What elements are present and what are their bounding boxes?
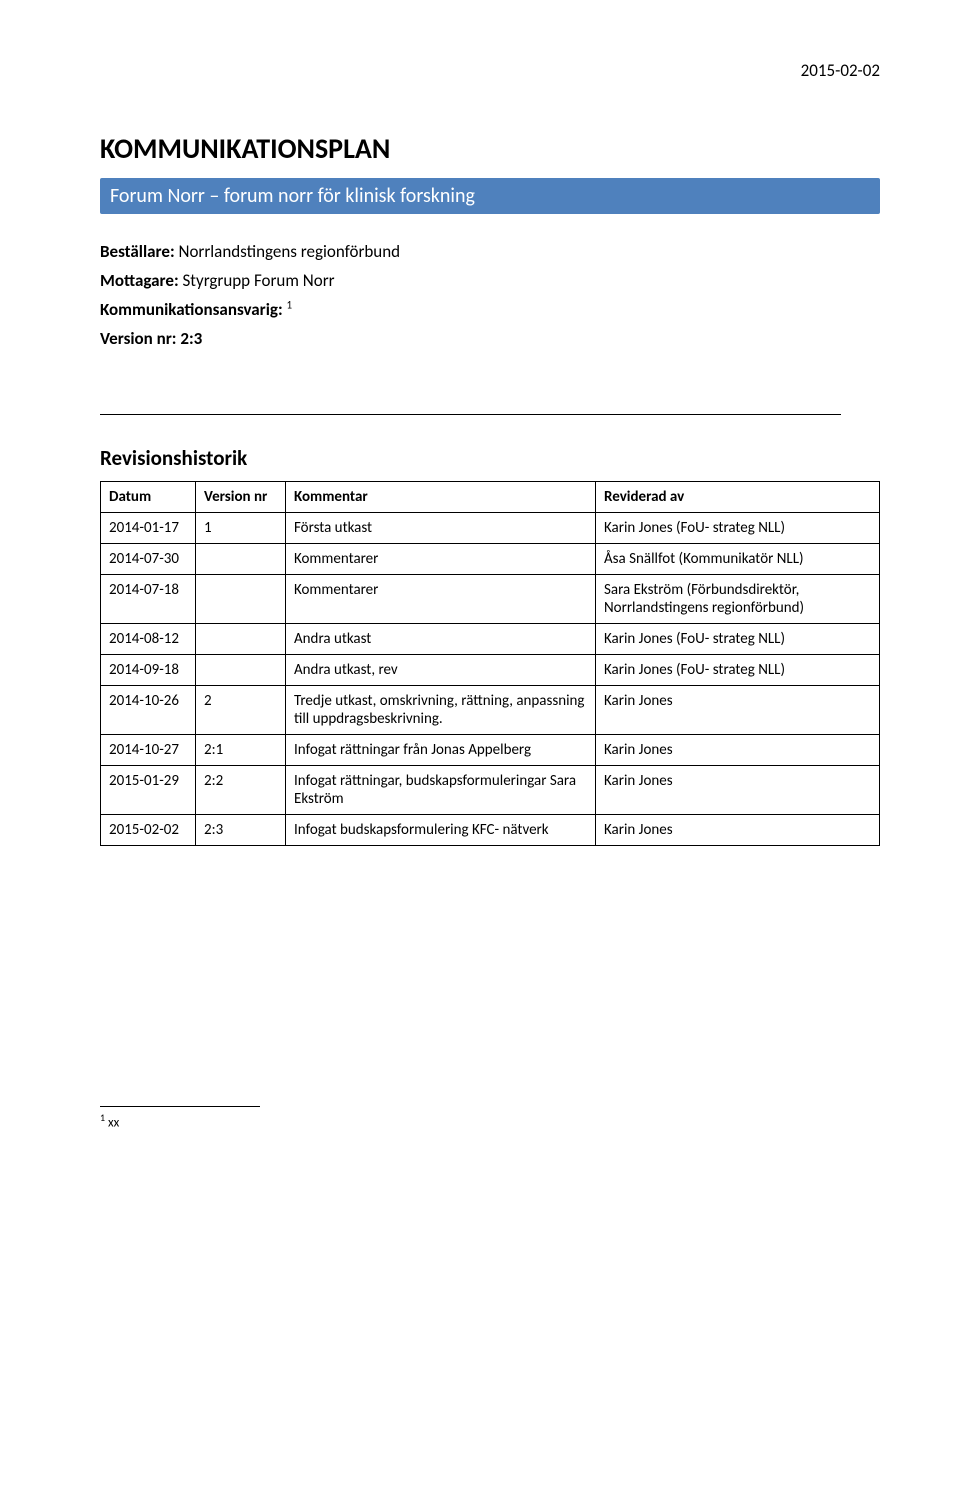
table-cell: Infogat budskapsformulering KFC- nätverk: [286, 814, 596, 845]
table-cell: Karin Jones: [596, 685, 880, 734]
table-cell: [196, 574, 286, 623]
table-row: 2014-07-18 KommentarerSara Ekström (Förbu…: [101, 574, 880, 623]
table-cell: Tredje utkast, omskrivning, rättning, an…: [286, 685, 596, 734]
table-cell: Infogat rättningar från Jonas Appelberg: [286, 734, 596, 765]
meta-mottagare: Mottagare: Styrgrupp Forum Norr: [100, 267, 880, 296]
section-title: Revisionshistorik: [100, 445, 880, 471]
table-cell: 2014-08-12: [101, 623, 196, 654]
table-body: 2014-01-171Första utkastKarin Jones (FoU…: [101, 512, 880, 845]
komm-label: Kommunikationsansvarig:: [100, 299, 287, 320]
table-cell: 1: [196, 512, 286, 543]
mottagare-label: Mottagare:: [100, 270, 179, 291]
table-cell: 2: [196, 685, 286, 734]
th-datum: Datum: [101, 481, 196, 512]
table-cell: Första utkast: [286, 512, 596, 543]
th-version: Version nr: [196, 481, 286, 512]
meta-block: Beställare: Norrlandstingens regionförbu…: [100, 238, 880, 354]
table-cell: Andra utkast: [286, 623, 596, 654]
table-cell: 2014-07-18: [101, 574, 196, 623]
table-cell: 2014-10-26: [101, 685, 196, 734]
table-row: 2014-08-12 Andra utkastKarin Jones (FoU- …: [101, 623, 880, 654]
bestallare-value-text: Norrlandstingens regionförbund: [178, 241, 400, 262]
table-cell: 2015-02-02: [101, 814, 196, 845]
th-kommentar: Kommentar: [286, 481, 596, 512]
th-reviderad: Reviderad av: [596, 481, 880, 512]
table-cell: [196, 623, 286, 654]
table-cell: Karin Jones (FoU- strateg NLL): [596, 623, 880, 654]
table-cell: 2:3: [196, 814, 286, 845]
table-row: 2014-09-18 Andra utkast, revKarin Jones (…: [101, 654, 880, 685]
table-header-row: Datum Version nr Kommentar Reviderad av: [101, 481, 880, 512]
table-cell: Karin Jones: [596, 765, 880, 814]
table-row: 2014-01-171Första utkastKarin Jones (FoU…: [101, 512, 880, 543]
table-row: 2014-10-272:1Infogat rättningar från Jon…: [101, 734, 880, 765]
table-row: 2015-01-292:2Infogat rättningar, budskap…: [101, 765, 880, 814]
bestallare-label: Beställare:: [100, 241, 175, 262]
meta-kommunikationsansvarig: Kommunikationsansvarig: 1: [100, 296, 880, 325]
table-row: 2014-07-30 KommentarerÅsa Snällfot (Kommu…: [101, 543, 880, 574]
divider-line: [100, 414, 841, 415]
table-cell: Karin Jones: [596, 734, 880, 765]
table-cell: 2:2: [196, 765, 286, 814]
meta-version: Version nr: 2:3: [100, 325, 880, 354]
meta-bestallare: Beställare: Norrlandstingens regionförbu…: [100, 238, 880, 267]
table-cell: Karin Jones: [596, 814, 880, 845]
table-cell: Karin Jones (FoU- strateg NLL): [596, 654, 880, 685]
table-cell: Kommentarer: [286, 543, 596, 574]
table-cell: [196, 654, 286, 685]
subtitle-bar: Forum Norr – forum norr för klinisk fors…: [100, 178, 880, 214]
table-cell: Åsa Snällfot (Kommunikatör NLL): [596, 543, 880, 574]
table-cell: 2014-09-18: [101, 654, 196, 685]
table-cell: 2:1: [196, 734, 286, 765]
table-cell: Kommentarer: [286, 574, 596, 623]
version-label: Version nr: 2:3: [100, 328, 202, 349]
footnote-text: xx: [105, 1115, 119, 1130]
table-cell: Infogat rättningar, budskapsformuleringa…: [286, 765, 596, 814]
table-cell: 2014-07-30: [101, 543, 196, 574]
table-cell: 2015-01-29: [101, 765, 196, 814]
table-row: 2014-10-262Tredje utkast, omskrivning, r…: [101, 685, 880, 734]
footnote-separator: [100, 1106, 260, 1107]
revision-table: Datum Version nr Kommentar Reviderad av …: [100, 481, 880, 846]
table-row: 2015-02-022:3Infogat budskapsformulering…: [101, 814, 880, 845]
main-title: KOMMUNIKATIONSPLAN: [100, 131, 880, 166]
table-cell: [196, 543, 286, 574]
table-cell: 2014-01-17: [101, 512, 196, 543]
mottagare-value-text: Styrgrupp Forum Norr: [183, 270, 335, 291]
table-cell: Karin Jones (FoU- strateg NLL): [596, 512, 880, 543]
header-date: 2015-02-02: [100, 60, 880, 81]
table-cell: Andra utkast, rev: [286, 654, 596, 685]
footnote: 1 xx: [100, 1111, 880, 1130]
komm-sup: 1: [287, 298, 293, 311]
table-cell: 2014-10-27: [101, 734, 196, 765]
table-cell: Sara Ekström (Förbundsdirektör, Norrland…: [596, 574, 880, 623]
